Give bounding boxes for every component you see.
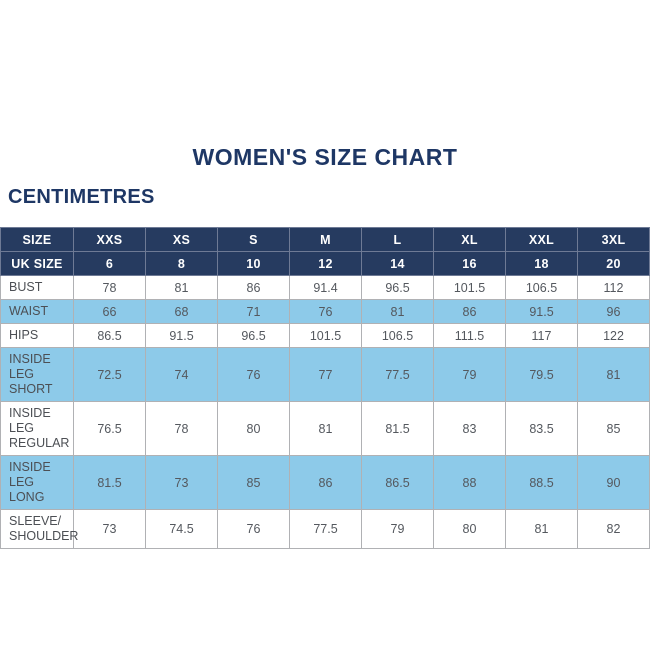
size-header-label: SIZE	[0, 227, 74, 252]
measurement-value: 79	[361, 509, 434, 549]
measurement-value: 90	[577, 455, 650, 510]
size-column-header: M	[289, 227, 362, 252]
size-header-row: SIZE XXS XS S M L XL XXL 3XL	[0, 227, 650, 252]
measurement-value: 106.5	[505, 275, 578, 300]
uk-size-value: 20	[577, 251, 650, 276]
measurement-value: 74.5	[145, 509, 218, 549]
uk-size-value: 6	[73, 251, 146, 276]
uk-size-value: 10	[217, 251, 290, 276]
measurement-value: 81	[289, 401, 362, 456]
measurement-value: 73	[73, 509, 146, 549]
units-label: CENTIMETRES	[8, 186, 155, 208]
measurement-value: 77	[289, 347, 362, 402]
measurement-row: INSIDE LEG LONG 81.5 73 85 86 86.5 88 88.5 90	[0, 455, 650, 510]
measurement-row: WAIST 66 68 71 76 81 86 91.5 96	[0, 299, 650, 324]
measurement-value: 85	[217, 455, 290, 510]
measurement-value: 101.5	[289, 323, 362, 348]
measurement-value: 81	[361, 299, 434, 324]
measurement-row: BUST 78 81 86 91.4 96.5 101.5 106.5 112	[0, 275, 650, 300]
measurement-label: BUST	[0, 275, 74, 300]
measurement-value: 88.5	[505, 455, 578, 510]
measurement-value: 73	[145, 455, 218, 510]
measurement-value: 96.5	[217, 323, 290, 348]
measurement-value: 101.5	[433, 275, 506, 300]
measurement-value: 91.4	[289, 275, 362, 300]
measurement-value: 86	[289, 455, 362, 510]
measurement-value: 74	[145, 347, 218, 402]
size-column-header: L	[361, 227, 434, 252]
measurement-value: 81.5	[361, 401, 434, 456]
measurement-value: 83.5	[505, 401, 578, 456]
measurement-value: 72.5	[73, 347, 146, 402]
measurement-value: 78	[145, 401, 218, 456]
page-title: WOMEN'S SIZE CHART	[192, 144, 458, 170]
measurement-label: INSIDE LEG LONG	[0, 455, 74, 510]
measurement-value: 81.5	[73, 455, 146, 510]
size-chart-header: SIZE XXS XS S M L XL XXL 3XL UK SIZE 6 8 10 12 14 16 18…	[0, 227, 650, 276]
uk-size-value: 8	[145, 251, 218, 276]
measurement-label: SLEEVE/ SHOULDER	[0, 509, 78, 549]
measurement-value: 96.5	[361, 275, 434, 300]
measurement-value: 106.5	[361, 323, 434, 348]
uk-size-value: 12	[289, 251, 362, 276]
uk-size-row: UK SIZE 6 8 10 12 14 16 18 20	[0, 251, 650, 276]
measurement-value: 86.5	[73, 323, 146, 348]
measurement-value: 81	[577, 347, 650, 402]
measurement-value: 111.5	[433, 323, 506, 348]
measurement-value: 77.5	[289, 509, 362, 549]
measurement-value: 76.5	[73, 401, 146, 456]
measurement-value: 112	[577, 275, 650, 300]
measurement-value: 71	[217, 299, 290, 324]
measurement-value: 79	[433, 347, 506, 402]
size-column-header: XXL	[505, 227, 578, 252]
measurement-value: 91.5	[145, 323, 218, 348]
measurement-label: INSIDE LEG SHORT	[0, 347, 74, 402]
uk-size-value: 18	[505, 251, 578, 276]
measurement-value: 79.5	[505, 347, 578, 402]
measurement-label: WAIST	[0, 299, 74, 324]
size-column-header: XL	[433, 227, 506, 252]
measurement-row: INSIDE LEG REGULAR 76.5 78 80 81 81.5 83 83.5 85	[0, 401, 650, 456]
measurement-value: 68	[145, 299, 218, 324]
measurement-label: HIPS	[0, 323, 74, 348]
measurement-label: INSIDE LEG REGULAR	[0, 401, 74, 456]
size-column-header: 3XL	[577, 227, 650, 252]
measurement-value: 78	[73, 275, 146, 300]
measurement-value: 81	[145, 275, 218, 300]
measurement-value: 76	[217, 509, 290, 549]
uk-size-label: UK SIZE	[0, 251, 74, 276]
measurement-row: SLEEVE/ SHOULDER 73 74.5 76 77.5 79 80 81 82	[0, 509, 650, 549]
size-chart-table: SIZE XXS XS S M L XL XXL 3XL UK SIZE 6 8 10 12 14 16 18…	[0, 227, 650, 549]
measurement-value: 122	[577, 323, 650, 348]
measurement-value: 81	[505, 509, 578, 549]
size-column-header: XXS	[73, 227, 146, 252]
measurement-value: 117	[505, 323, 578, 348]
measurement-value: 82	[577, 509, 650, 549]
measurement-value: 66	[73, 299, 146, 324]
uk-size-value: 16	[433, 251, 506, 276]
measurement-value: 86	[217, 275, 290, 300]
measurement-value: 76	[217, 347, 290, 402]
measurement-value: 80	[433, 509, 506, 549]
measurement-row: HIPS 86.5 91.5 96.5 101.5 106.5 111.5 117 122	[0, 323, 650, 348]
measurement-value: 96	[577, 299, 650, 324]
measurement-row: INSIDE LEG SHORT 72.5 74 76 77 77.5 79 79.5 81	[0, 347, 650, 402]
size-chart-body: BUST 78 81 86 91.4 96.5 101.5 106.5 112 WAIST 66 68…	[0, 275, 650, 549]
size-column-header: S	[217, 227, 290, 252]
measurement-value: 85	[577, 401, 650, 456]
uk-size-value: 14	[361, 251, 434, 276]
measurement-value: 88	[433, 455, 506, 510]
size-column-header: XS	[145, 227, 218, 252]
measurement-value: 86	[433, 299, 506, 324]
measurement-value: 83	[433, 401, 506, 456]
measurement-value: 86.5	[361, 455, 434, 510]
measurement-value: 77.5	[361, 347, 434, 402]
measurement-value: 76	[289, 299, 362, 324]
measurement-value: 91.5	[505, 299, 578, 324]
measurement-value: 80	[217, 401, 290, 456]
